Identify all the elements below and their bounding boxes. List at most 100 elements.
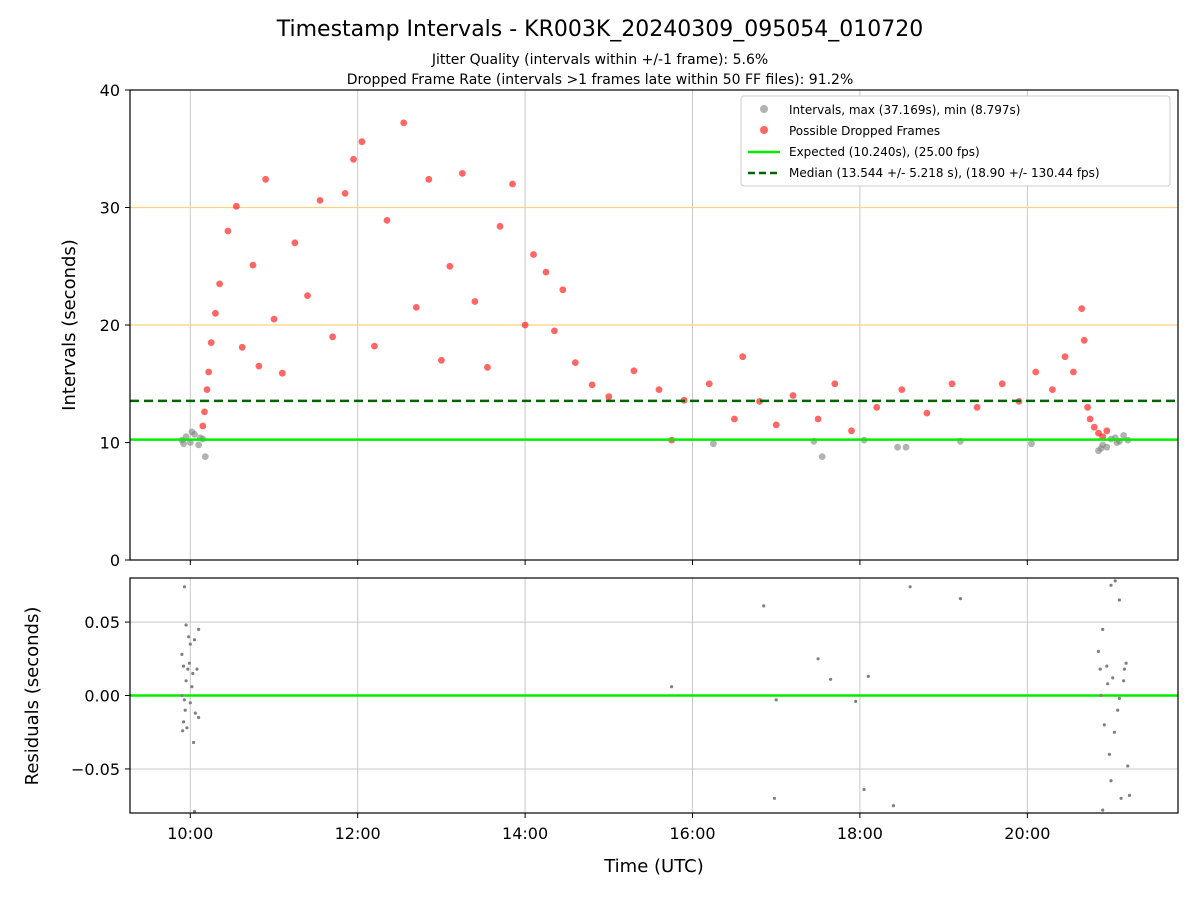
dropped-frame-point-1 [201, 408, 208, 416]
residual-point-21 [192, 809, 197, 814]
dropped-frame-point-36 [542, 268, 550, 276]
dropped-frame-point-16 [304, 292, 311, 299]
residuals-points [180, 579, 1132, 814]
residual-point-42 [1117, 598, 1121, 602]
residuals-ytick-label-2: 0.05 [84, 613, 120, 632]
residual-point-52 [1122, 667, 1126, 671]
dropped-frame-point-59 [973, 403, 981, 411]
interval-point-14 [894, 443, 901, 451]
dropped-frame-point-64 [1061, 353, 1069, 361]
residual-point-8 [186, 667, 190, 671]
dropped-frame-point-3 [205, 368, 213, 376]
dropped-frame-point-22 [371, 342, 378, 350]
interval-point-7 [180, 440, 188, 448]
legend-label-dropped: Possible Dropped Frames [789, 124, 940, 138]
dropped-frame-point-40 [588, 381, 596, 389]
intervals-ytick-label-4: 40 [100, 81, 120, 100]
intervals-ytick-label-0: 0 [110, 551, 120, 570]
dropped-frame-point-27 [438, 356, 445, 364]
residual-point-47 [1099, 693, 1103, 698]
residual-point-56 [1112, 730, 1116, 734]
dropped-frame-point-30 [471, 298, 479, 305]
dropped-frame-point-28 [446, 262, 454, 270]
dropped-frame-point-26 [425, 175, 433, 183]
dropped-frame-point-68 [1084, 403, 1091, 411]
dropped-frame-point-73 [1103, 427, 1111, 435]
residual-point-20 [192, 740, 196, 745]
residual-point-43 [1122, 679, 1126, 683]
residual-point-45 [1127, 793, 1132, 798]
residual-point-34 [891, 804, 896, 808]
residual-point-4 [192, 638, 197, 642]
residuals-ylabel: Residuals (seconds) [22, 607, 43, 786]
dropped-frame-point-42 [630, 367, 638, 375]
residual-point-50 [1111, 676, 1115, 680]
interval-point-8 [188, 428, 196, 436]
residual-point-26 [762, 604, 766, 608]
residual-point-5 [197, 627, 201, 632]
intervals-ylabel: Intervals (seconds) [59, 239, 80, 411]
intervals-ticks: 0 10 20 30 40 [100, 81, 1028, 570]
intervals-ytick-label-3: 30 [100, 199, 120, 218]
dropped-frame-point-4 [207, 339, 215, 346]
residual-point-59 [1117, 696, 1121, 701]
residual-point-2 [187, 635, 191, 639]
dropped-frame-point-10 [249, 261, 257, 269]
dropped-frame-point-39 [571, 359, 579, 366]
intervals-ytick-label-1: 10 [100, 434, 120, 453]
time-xlabel: Time (UTC) [603, 856, 704, 877]
dropped-frame-point-23 [383, 217, 391, 224]
residual-point-38 [1101, 627, 1105, 632]
dropped-frame-point-55 [873, 403, 881, 411]
dropped-frame-point-15 [291, 239, 299, 247]
time-xtick-label-2: 14:00 [502, 824, 548, 843]
interval-point-24 [1120, 432, 1127, 439]
residual-point-16 [197, 715, 201, 720]
legend-label-expected: Expected (10.240s), (25.00 fps) [789, 145, 980, 159]
residual-point-27 [774, 698, 778, 702]
dropped-frame-point-32 [496, 222, 504, 230]
dropped-frame-point-19 [341, 190, 349, 197]
time-xtick-label-4: 18:00 [837, 824, 883, 843]
dropped-frame-point-6 [216, 280, 224, 288]
dropped-frame-point-17 [316, 197, 324, 204]
residual-point-57 [1124, 661, 1128, 665]
dropped-frame-point-7 [224, 227, 232, 235]
residual-point-58 [1098, 667, 1102, 671]
residual-point-14 [183, 708, 187, 712]
residual-point-25 [670, 685, 674, 689]
dropped-frame-point-34 [521, 321, 529, 329]
dropped-frame-point-52 [814, 415, 822, 423]
residual-point-51 [1116, 708, 1120, 712]
residual-point-54 [1109, 779, 1113, 783]
dropped-frame-point-47 [731, 415, 738, 423]
interval-point-1 [182, 433, 190, 440]
residuals-ytick-label-1: 0.00 [84, 687, 120, 706]
dropped-frame-point-31 [484, 363, 491, 371]
dropped-frame-point-35 [530, 251, 537, 258]
intervals-ytick-label-2: 20 [100, 316, 120, 335]
dropped-frame-point-8 [232, 202, 240, 210]
dropped-frame-point-14 [278, 369, 286, 377]
residual-point-1 [184, 623, 188, 627]
interval-point-15 [902, 443, 910, 451]
intervals-points [178, 119, 1132, 460]
residual-point-48 [1102, 723, 1106, 727]
residual-point-17 [182, 720, 186, 724]
interval-point-26 [1097, 445, 1105, 452]
residuals-ytick-label-0: −0.05 [71, 760, 120, 779]
dropped-frame-point-50 [772, 421, 780, 429]
residual-point-10 [184, 679, 188, 683]
dropped-frame-point-0 [199, 422, 207, 430]
residual-point-31 [854, 699, 858, 704]
residual-point-9 [191, 671, 195, 676]
legend-label-median: Median (13.544 +/- 5.218 s), (18.90 +/- … [789, 166, 1100, 180]
dropped-frame-point-65 [1070, 368, 1077, 376]
residuals-panel: −0.05 0.00 0.05 10:00 12:00 14:00 16:00 18:00 20… [22, 577, 1179, 877]
residual-point-19 [181, 729, 185, 733]
legend-marker-dropped [760, 126, 768, 134]
residual-point-33 [866, 674, 870, 679]
residual-point-3 [188, 642, 192, 646]
dropped-frame-point-62 [1032, 368, 1040, 376]
time-xtick-label-0: 10:00 [167, 824, 213, 843]
